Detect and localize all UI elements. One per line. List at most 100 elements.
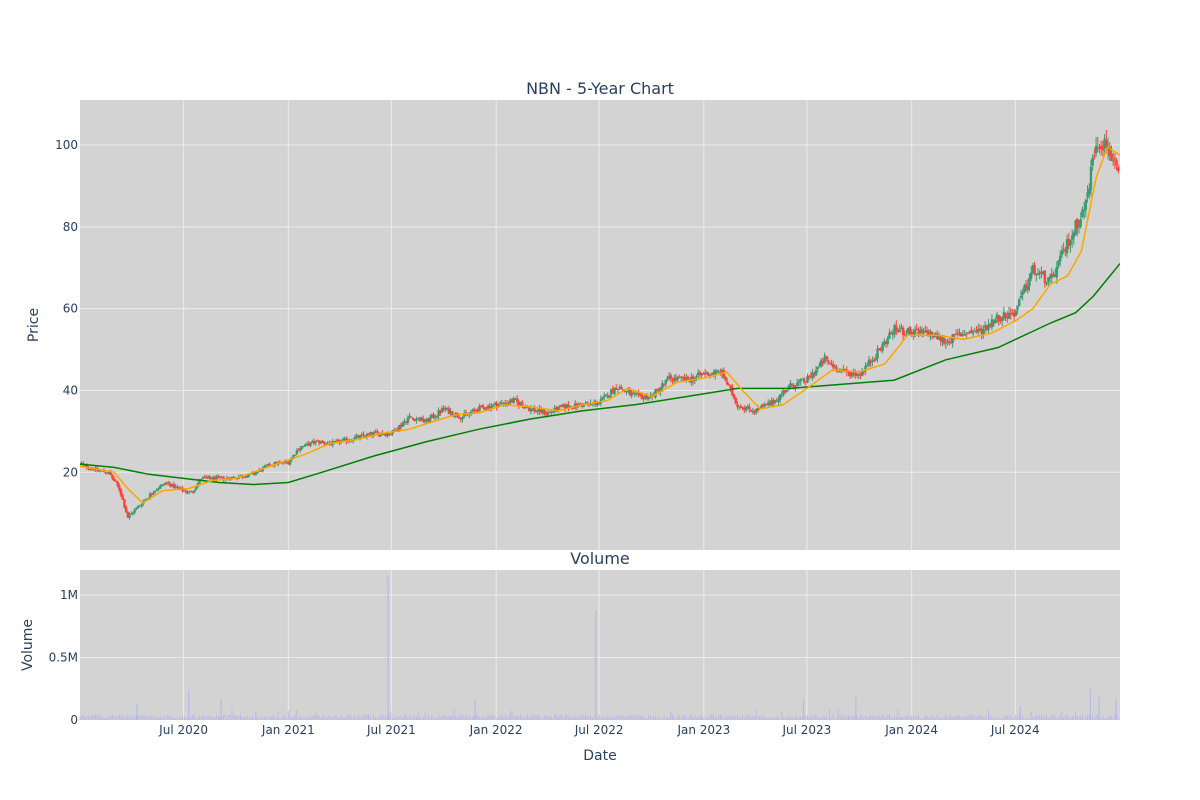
candle-body	[131, 512, 135, 515]
candle-body	[918, 329, 922, 333]
candle-body	[478, 405, 481, 411]
candle-body	[936, 333, 939, 340]
candle-body	[481, 405, 485, 408]
candle-body	[1079, 219, 1082, 227]
candle-body	[485, 408, 488, 410]
candle-body	[860, 370, 864, 376]
candle-body	[111, 475, 114, 479]
candle-body	[910, 331, 913, 336]
candle-body	[452, 415, 456, 417]
candle-body	[259, 469, 263, 472]
candle-body	[1012, 313, 1016, 317]
candle-body	[997, 315, 1000, 322]
candle-body	[244, 476, 247, 478]
candle-body	[1023, 285, 1026, 293]
candle-body	[893, 324, 896, 335]
candle-body	[891, 333, 895, 335]
candle-body	[644, 395, 647, 398]
candle-body	[119, 489, 123, 496]
candle-body	[611, 388, 615, 394]
candle-body	[679, 376, 683, 378]
candle-body	[476, 410, 480, 412]
price-grid	[80, 100, 1120, 550]
candle-body	[398, 425, 401, 431]
candle-body	[370, 432, 374, 436]
candle-body	[888, 332, 891, 339]
candle-body	[917, 331, 920, 334]
candle-body	[596, 404, 599, 406]
candle-body	[729, 385, 732, 388]
candle-body	[288, 460, 292, 465]
candle-body	[833, 366, 837, 368]
candle-body	[924, 330, 927, 332]
candle-body	[777, 399, 780, 402]
candle-body	[1082, 209, 1086, 212]
candle-body	[217, 476, 220, 478]
candle-body	[905, 334, 908, 336]
candle-body	[546, 412, 550, 415]
candle-body	[980, 328, 983, 335]
candle-body	[1070, 235, 1074, 240]
candle-body	[172, 484, 176, 488]
candle-body	[626, 390, 630, 393]
candle-body	[801, 378, 804, 380]
candle-body	[282, 462, 285, 464]
candle-body	[439, 410, 442, 414]
price-plot-area	[80, 100, 1120, 550]
candle-body	[413, 418, 416, 422]
candle-body	[500, 402, 504, 404]
candle-body	[307, 443, 311, 446]
candle-body	[958, 332, 961, 334]
candle-body	[565, 404, 568, 409]
candle-body	[189, 490, 193, 492]
candle-body	[312, 440, 316, 444]
candle-body	[362, 434, 365, 436]
candle-body	[428, 417, 432, 423]
candle-body	[208, 476, 211, 479]
candle-body	[884, 341, 888, 344]
candle-body	[135, 507, 138, 510]
candle-body	[473, 409, 476, 411]
candle-body	[155, 489, 159, 491]
candle-body	[857, 373, 860, 376]
candle-body	[751, 411, 755, 413]
candle-body	[1053, 275, 1057, 277]
candle-body	[963, 334, 966, 336]
candle-body	[992, 320, 995, 325]
candle-body	[835, 367, 838, 372]
candle-body	[638, 393, 642, 396]
price-y-tick-label: 20	[63, 465, 78, 479]
candle-body	[855, 374, 859, 376]
candle-body	[316, 440, 319, 442]
candle-body	[685, 377, 688, 382]
candle-body	[837, 371, 840, 373]
candle-body	[150, 493, 153, 495]
candle-body	[411, 418, 415, 420]
candle-body	[459, 417, 463, 420]
candle-body	[780, 394, 784, 396]
candle-body	[673, 377, 676, 381]
candle-body	[616, 389, 620, 391]
candle-body	[193, 490, 196, 493]
candle-body	[504, 403, 507, 405]
candle-body	[705, 372, 708, 375]
price-y-tick-label: 80	[63, 220, 78, 234]
candle-body	[1076, 218, 1079, 229]
candle-body	[336, 440, 340, 442]
candle-body	[755, 408, 758, 412]
candle-body	[449, 411, 452, 414]
candle-body	[686, 376, 690, 380]
candle-body	[201, 477, 205, 480]
candle-body	[273, 462, 276, 466]
candle-body	[1089, 166, 1093, 190]
candle-body	[447, 408, 451, 414]
candle-body	[702, 373, 705, 375]
candle-body	[866, 365, 869, 367]
candle-body	[746, 405, 749, 408]
candle-body	[753, 412, 756, 414]
candle-body	[495, 402, 498, 408]
candle-body	[635, 393, 638, 395]
candle-body	[966, 332, 970, 334]
candle-body	[770, 400, 773, 406]
volume-grid	[80, 570, 1120, 720]
